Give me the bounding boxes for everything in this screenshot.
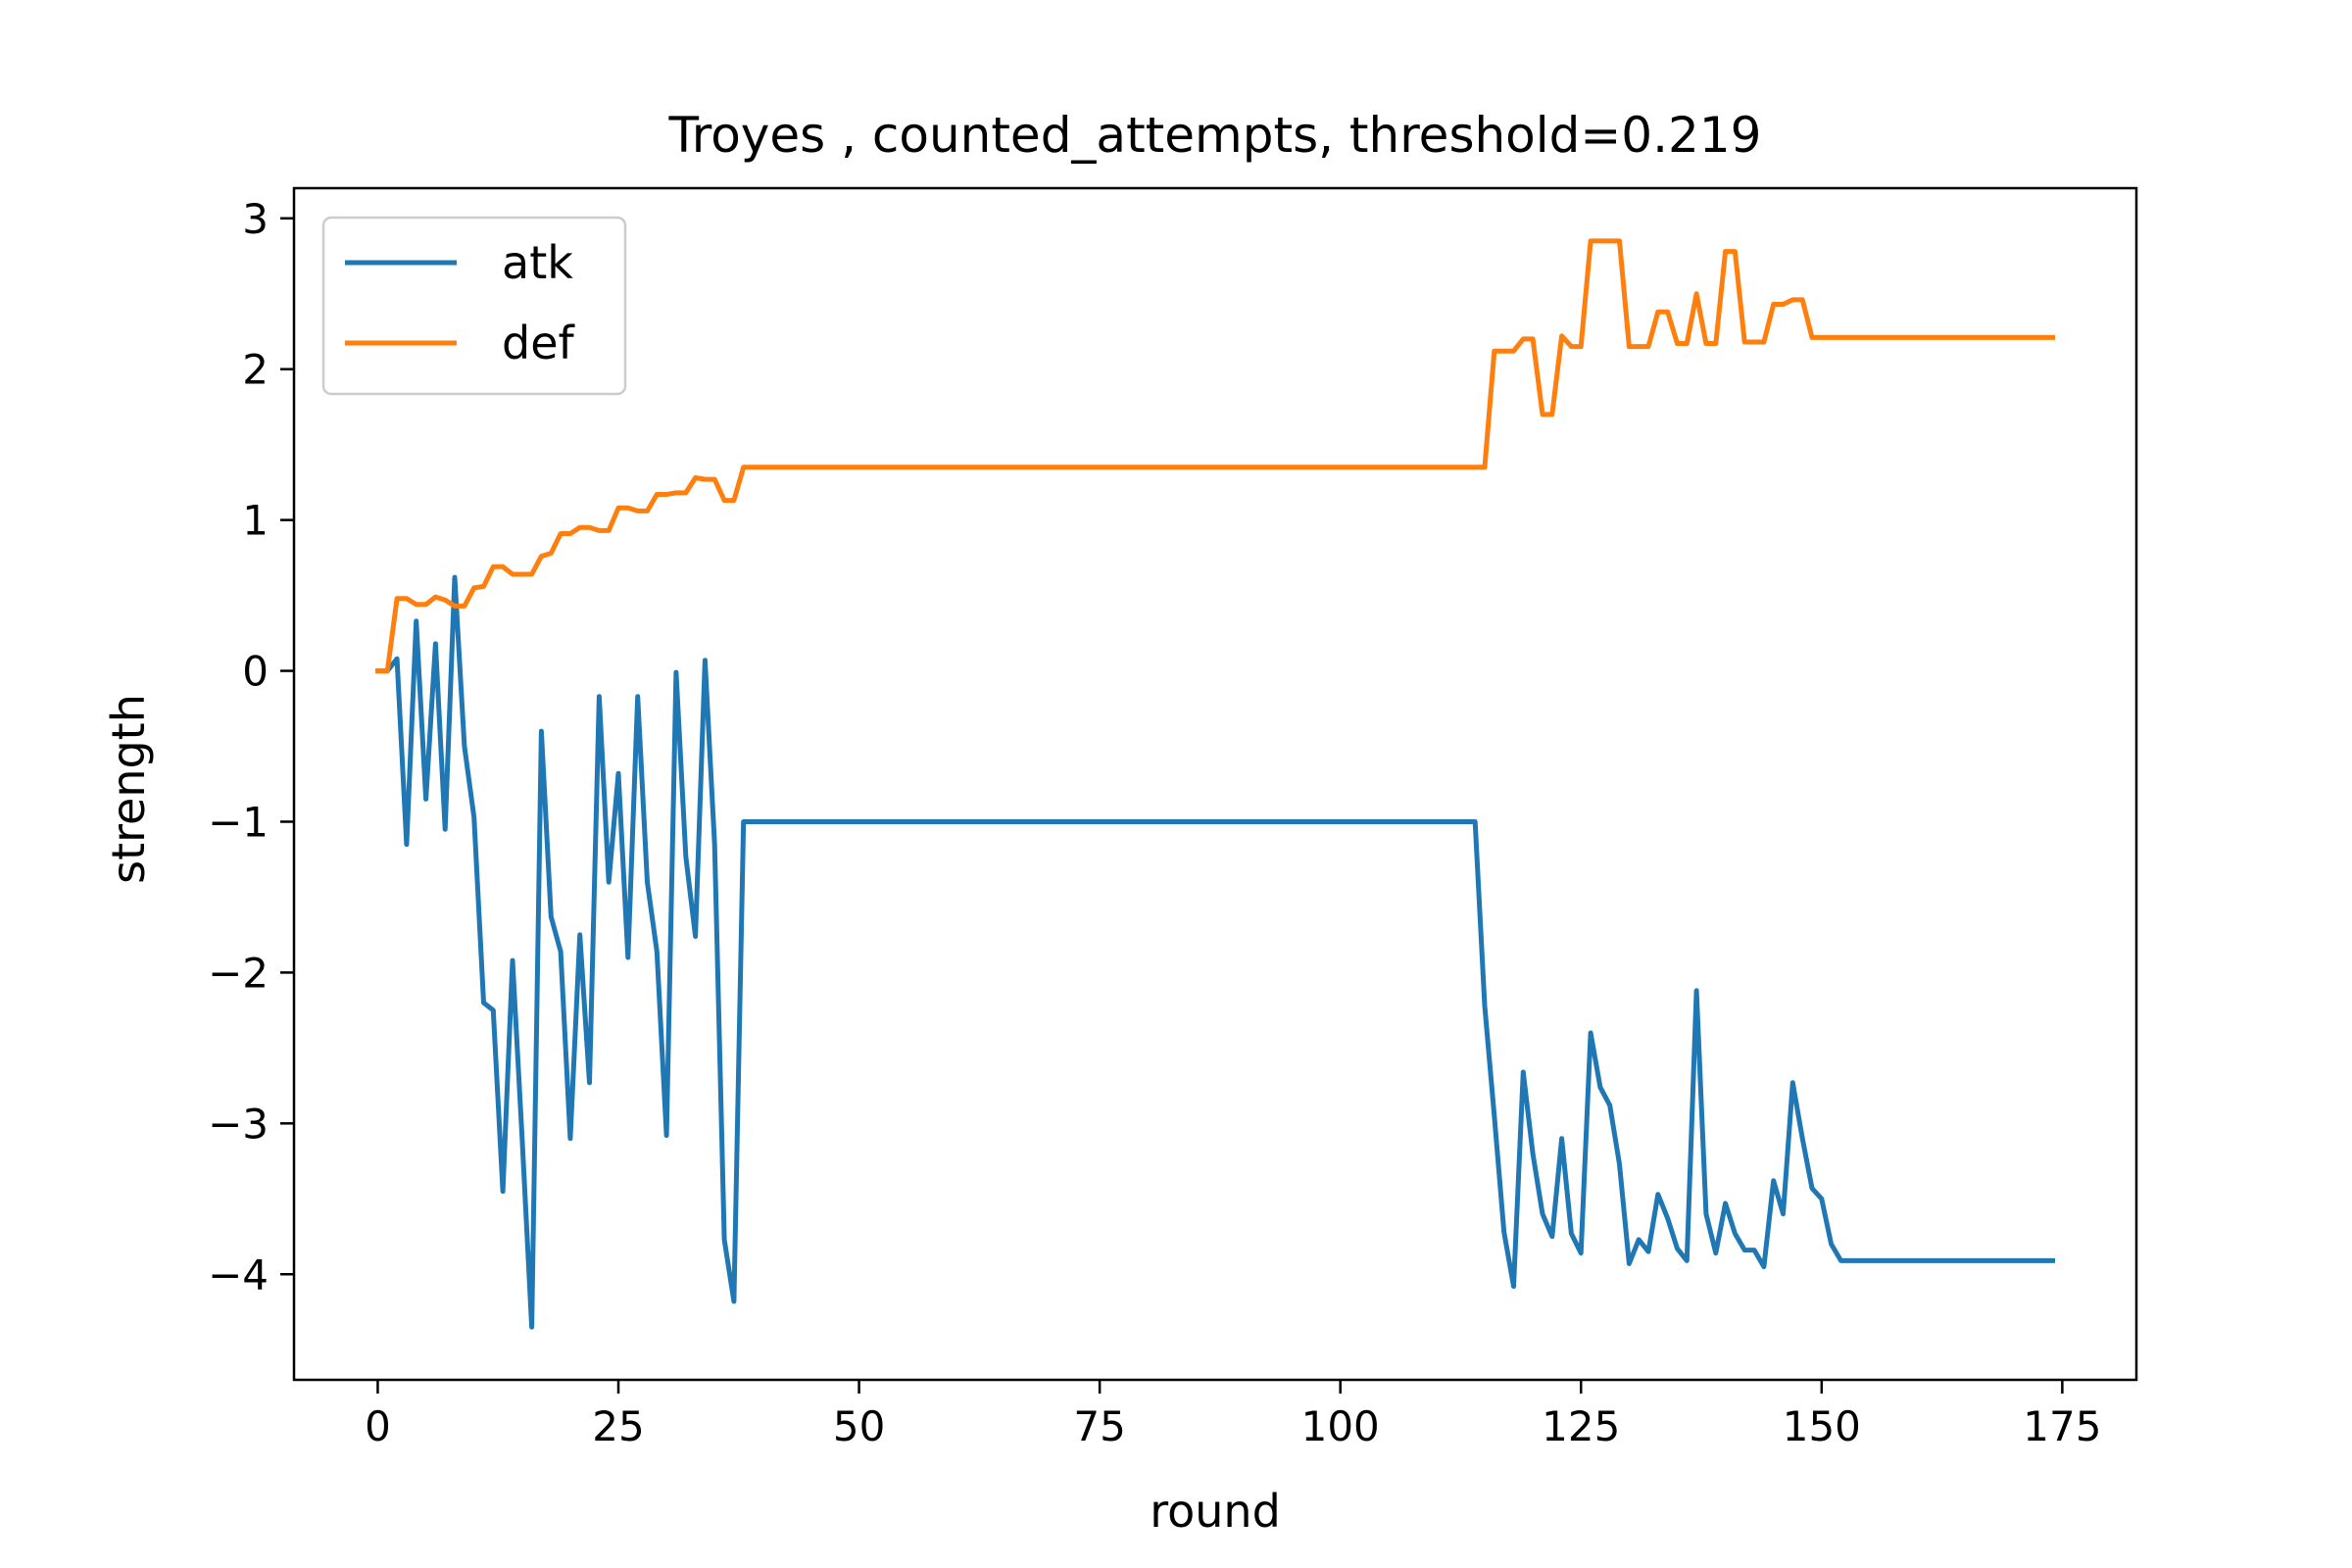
x-tick-label: 75 [1073,1402,1125,1450]
legend-box [321,216,627,396]
y-tick-label: −4 [208,1250,269,1298]
x-axis-label: round [1150,1485,1281,1538]
x-tick-label: 50 [833,1402,885,1450]
x-tick-label: 150 [1783,1402,1861,1450]
legend-label-def: def [502,317,576,369]
plot-area [292,186,2138,1382]
x-tick-label: 100 [1301,1402,1380,1450]
series-line-def [375,238,2055,674]
y-tick-label: −3 [208,1100,269,1148]
y-tick-label: 0 [242,648,269,696]
x-axis-ticks: 0 25 50 75 100 125 150 175 [365,1380,2101,1450]
x-tick-label: 175 [2023,1402,2101,1450]
legend-label-atk: atk [502,236,573,289]
y-tick-label: 3 [242,195,269,243]
plot-frame [292,186,2138,1382]
y-tick-label: 1 [242,497,269,545]
x-tick-label: 125 [1542,1402,1620,1450]
y-tick-label: 2 [242,346,269,394]
y-axis-label: strength [102,694,155,884]
y-tick-label: −2 [208,949,269,997]
series-line-atk [375,574,2055,1330]
legend: atk def [321,216,627,396]
y-tick-label: −1 [208,798,269,846]
x-tick-label: 0 [365,1402,391,1450]
y-axis-ticks: 3 2 1 0 −1 −2 −3 −4 [208,195,294,1298]
chart-title: Troyes , counted_attempts, threshold=0.2… [668,107,1762,164]
x-tick-label: 25 [592,1402,644,1450]
